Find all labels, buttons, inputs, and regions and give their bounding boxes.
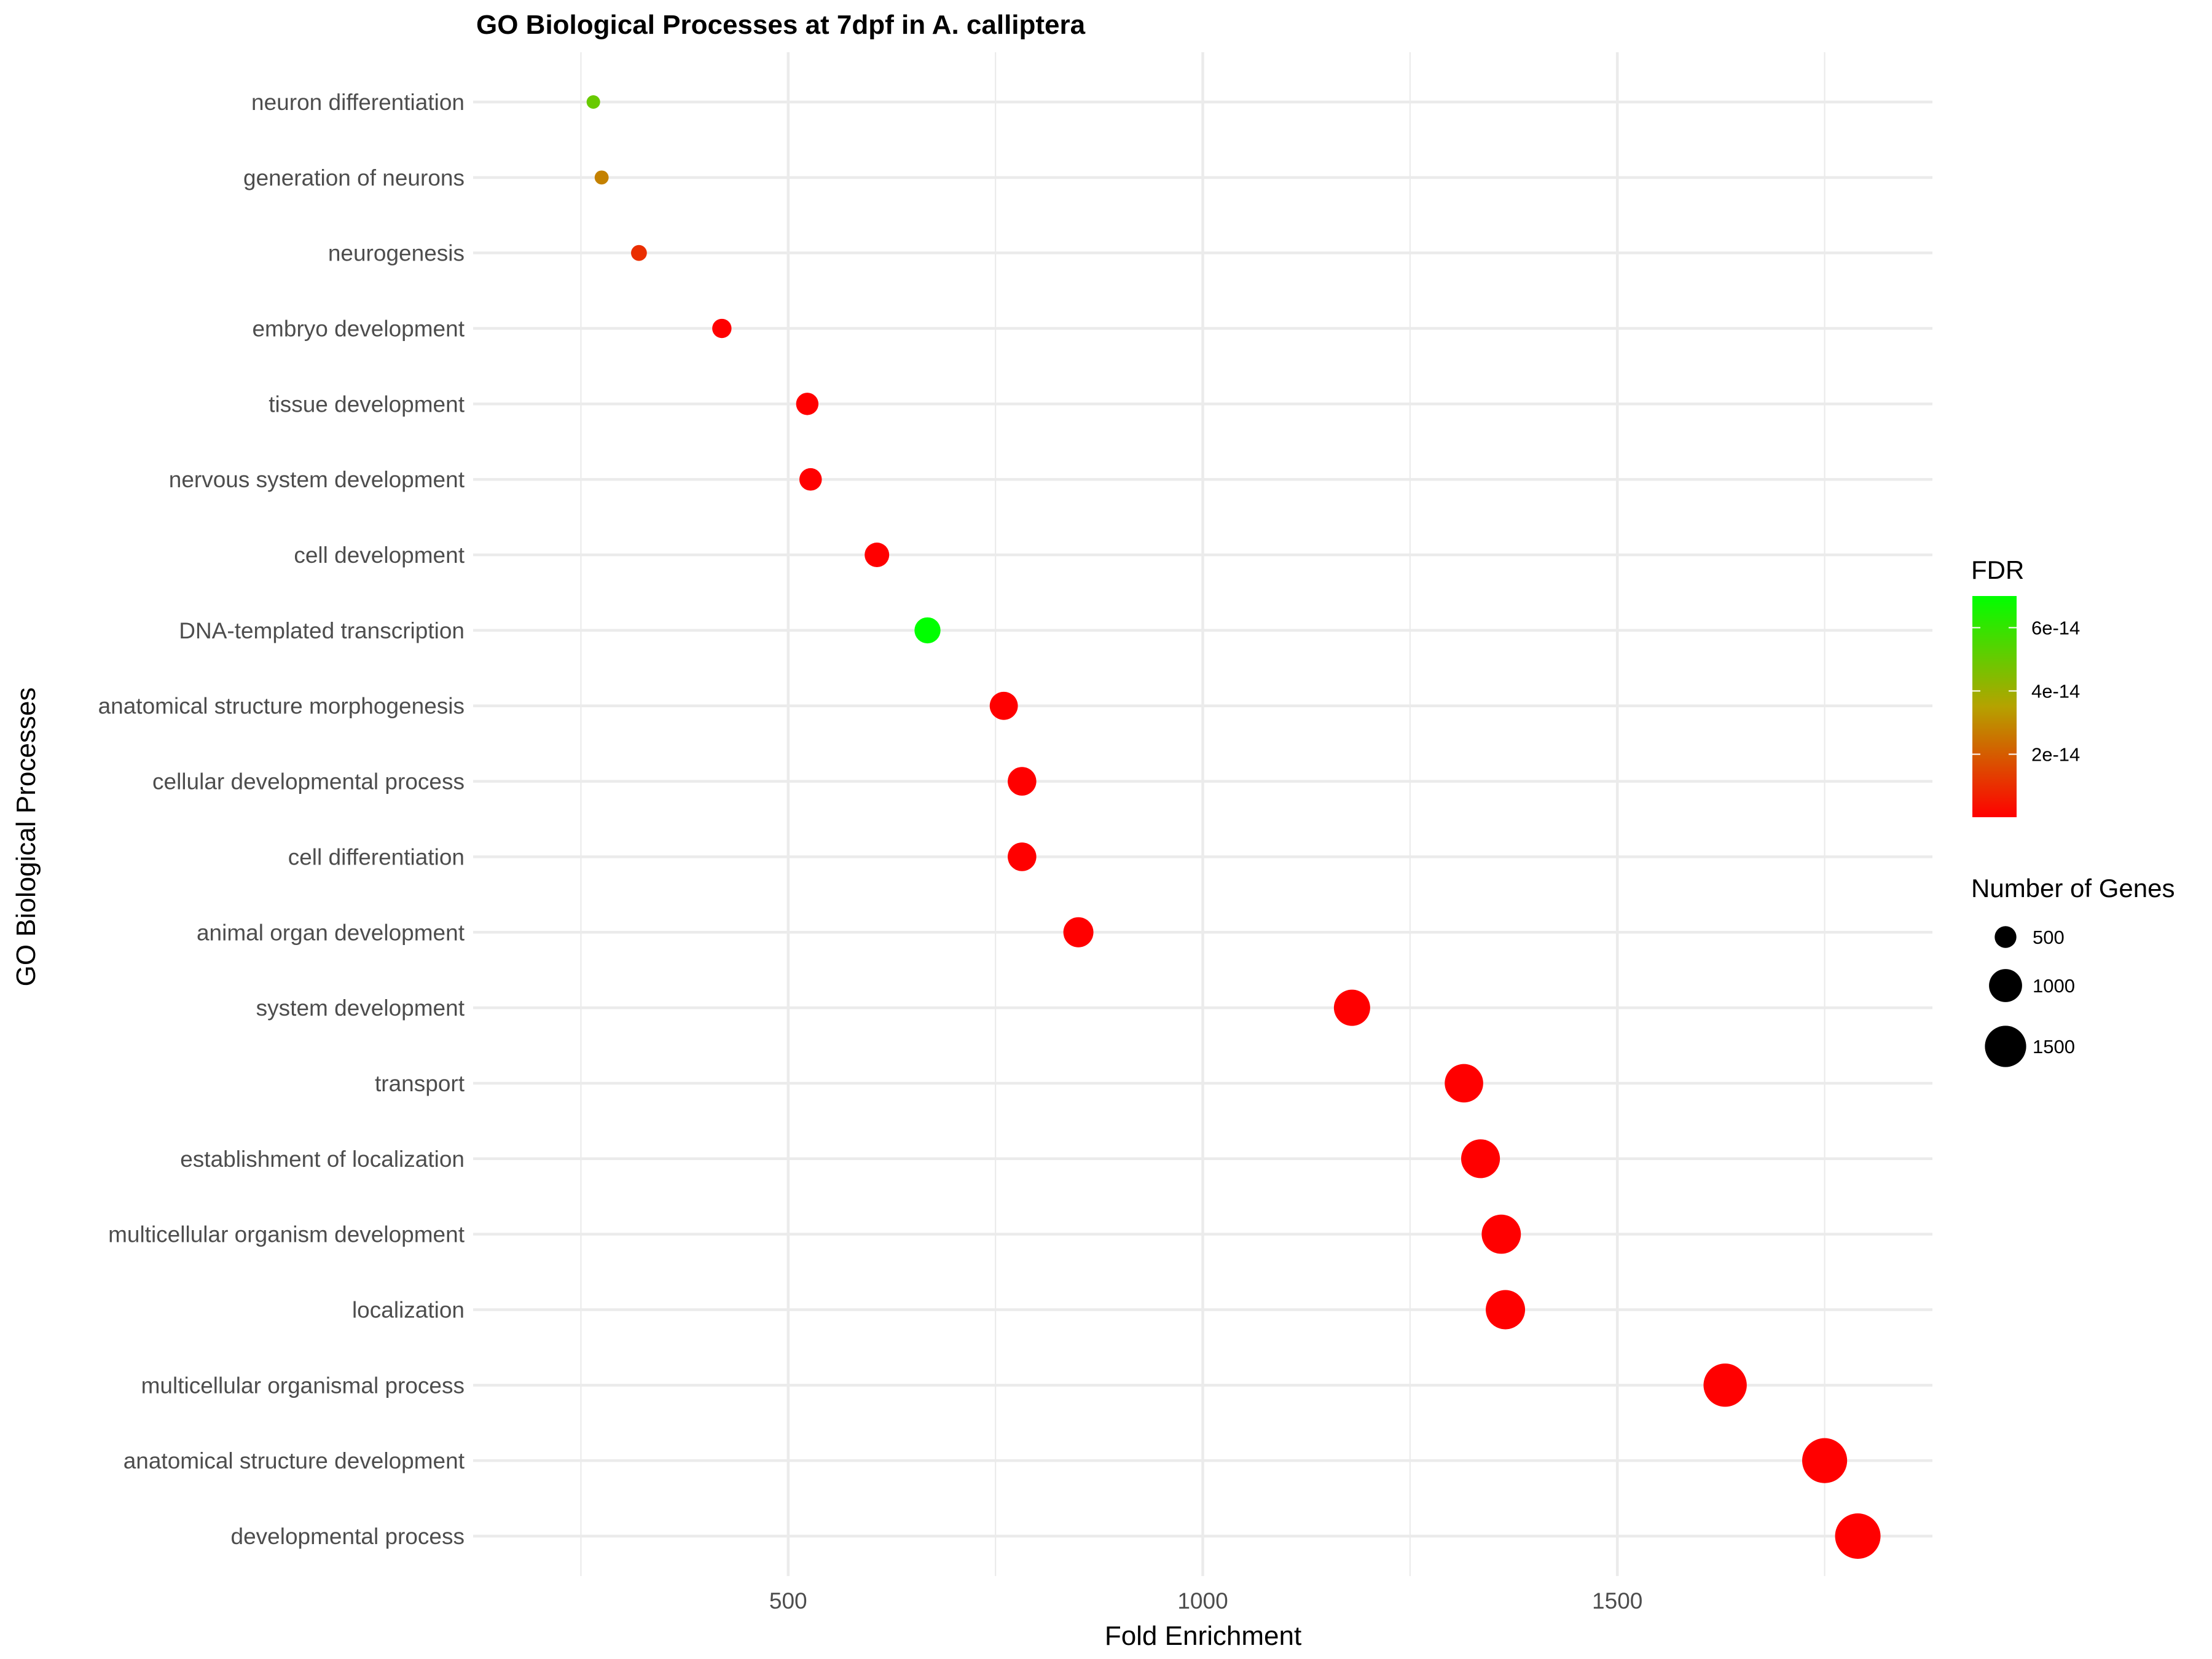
- x-tick-labels: 500 1000 1500: [769, 1588, 1642, 1614]
- data-point: [989, 691, 1018, 720]
- y-tick-label: system development: [256, 995, 465, 1021]
- fdr-tick-label: 2e-14: [2031, 744, 2080, 766]
- size-legend-title: Number of Genes: [1971, 874, 2175, 903]
- y-tick-label: embryo development: [252, 316, 465, 342]
- y-tick-label: cell differentiation: [288, 844, 465, 869]
- x-axis-title: Fold Enrichment: [1105, 1621, 1301, 1651]
- y-tick-label: developmental process: [231, 1524, 465, 1549]
- size-legend-label: 1500: [2033, 1036, 2075, 1057]
- data-point: [1445, 1064, 1483, 1103]
- fdr-legend: FDR 2e-14 4e-14 6e-14: [1971, 555, 2080, 817]
- data-point: [1835, 1513, 1881, 1559]
- x-tick-label: 1000: [1177, 1588, 1228, 1614]
- size-legend-key: [1994, 926, 2017, 948]
- data-point: [1333, 989, 1370, 1026]
- data-point: [865, 543, 890, 568]
- data-point: [586, 95, 600, 109]
- y-tick-label: cell development: [294, 543, 465, 568]
- data-point: [1008, 767, 1037, 796]
- fdr-legend-title: FDR: [1971, 555, 2024, 584]
- y-tick-label: establishment of localization: [180, 1147, 465, 1172]
- y-tick-label: neurogenesis: [328, 241, 465, 266]
- y-tick-label: anatomical structure morphogenesis: [98, 694, 465, 719]
- fdr-tick-label: 6e-14: [2031, 618, 2080, 639]
- data-point: [1703, 1363, 1747, 1407]
- x-tick-label: 1500: [1592, 1588, 1642, 1614]
- y-tick-label: anatomical structure development: [124, 1448, 465, 1473]
- y-tick-label: localization: [352, 1297, 465, 1322]
- size-legend-key: [1989, 969, 2022, 1002]
- y-tick-label: transport: [375, 1071, 465, 1096]
- data-point: [1486, 1290, 1526, 1330]
- y-tick-label: tissue development: [269, 391, 465, 417]
- y-tick-label: generation of neurons: [243, 165, 465, 190]
- data-point: [1008, 842, 1037, 871]
- data-point: [1461, 1139, 1500, 1179]
- data-point: [1063, 917, 1094, 947]
- y-tick-label: multicellular organism development: [108, 1222, 465, 1247]
- chart-title: GO Biological Processes at 7dpf in A. ca…: [476, 10, 1086, 40]
- x-tick-label: 500: [769, 1588, 807, 1614]
- data-point: [1802, 1438, 1848, 1483]
- data-point: [630, 245, 647, 261]
- data-point: [1481, 1214, 1521, 1254]
- data-point: [796, 393, 819, 415]
- data-point: [594, 170, 609, 185]
- y-tick-label: cellular developmental process: [152, 769, 465, 794]
- data-point: [712, 318, 732, 339]
- size-legend: Number of Genes 500 1000 1500: [1971, 874, 2175, 1067]
- y-tick-labels: neuron differentiation generation of neur…: [98, 90, 465, 1549]
- data-points: [586, 95, 1881, 1559]
- y-tick-label: neuron differentiation: [251, 90, 465, 115]
- y-tick-label: DNA-templated transcription: [179, 618, 465, 643]
- y-tick-label: animal organ development: [197, 920, 465, 945]
- y-axis-title: GO Biological Processes: [11, 688, 41, 987]
- data-point: [799, 468, 822, 491]
- size-legend-key: [1985, 1026, 2026, 1067]
- fdr-colorbar: [1972, 596, 2017, 817]
- data-point: [914, 617, 941, 644]
- y-tick-label: nervous system development: [169, 467, 465, 492]
- y-tick-label: multicellular organismal process: [141, 1373, 465, 1398]
- size-legend-label: 1000: [2033, 975, 2075, 997]
- size-legend-items: 500 1000 1500: [1985, 926, 2075, 1067]
- size-legend-label: 500: [2033, 927, 2065, 948]
- fdr-tick-label: 4e-14: [2031, 681, 2080, 702]
- fdr-legend-ticks: 2e-14 4e-14 6e-14: [1972, 618, 2080, 766]
- grid-layer: [473, 52, 1932, 1576]
